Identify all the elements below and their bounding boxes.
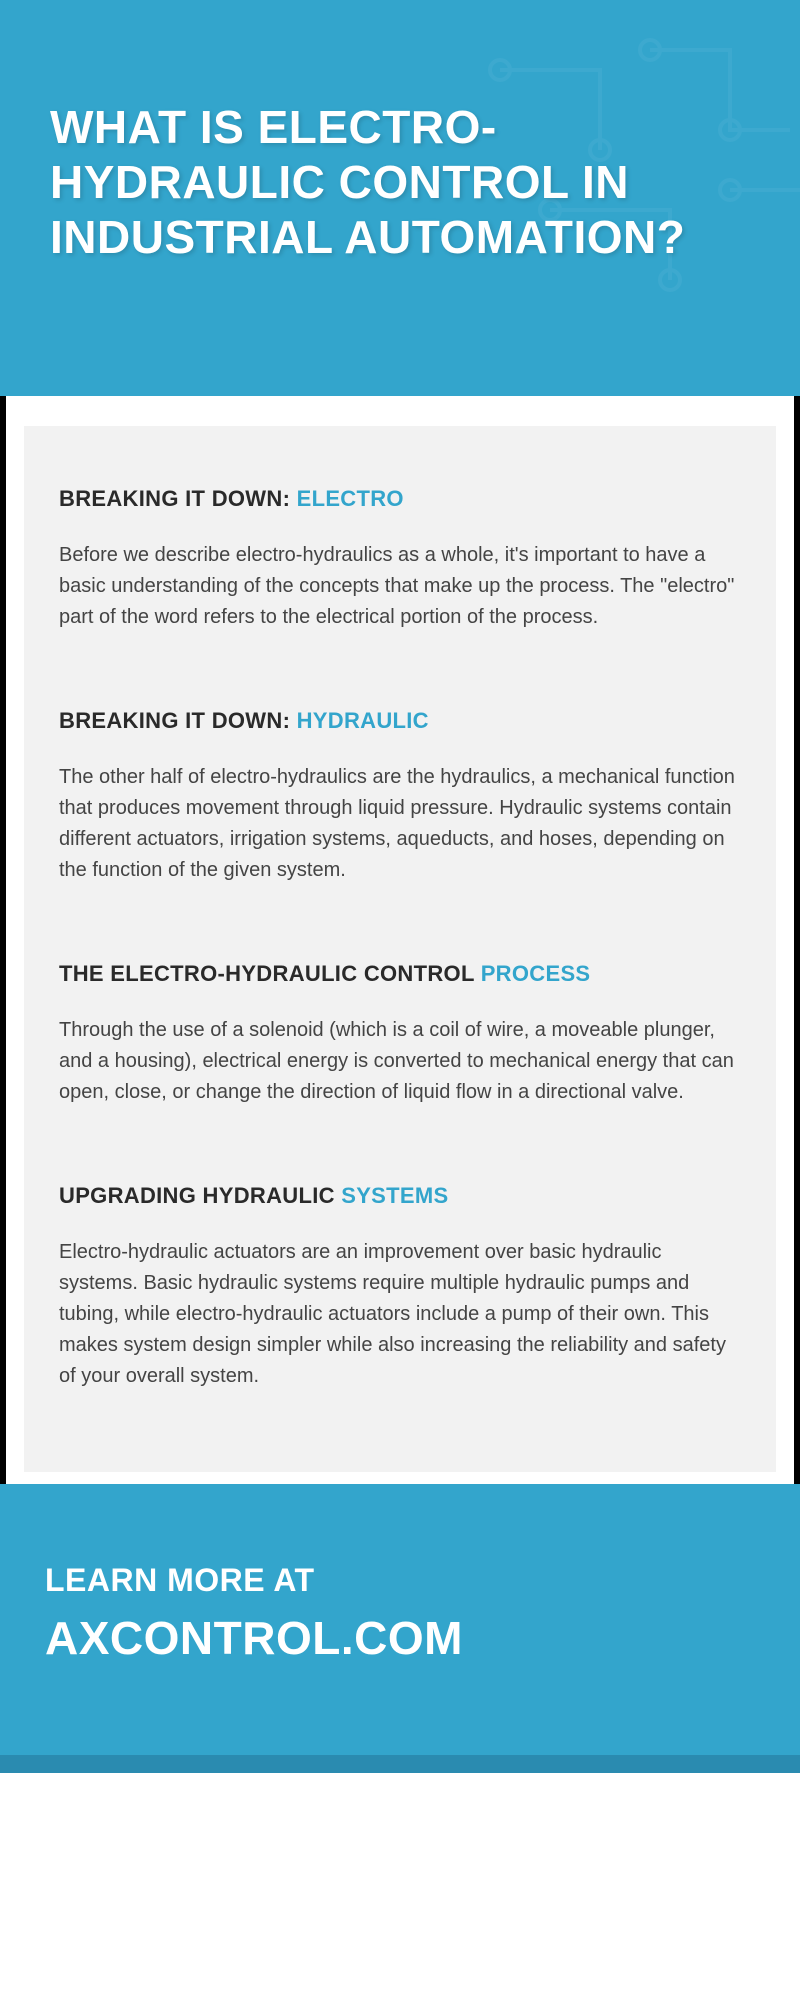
heading-highlight: SYSTEMS (341, 1183, 448, 1208)
section-electro: BREAKING IT DOWN: ELECTRO Before we desc… (59, 486, 741, 633)
section-body: Through the use of a solenoid (which is … (59, 1015, 741, 1108)
heading-highlight: PROCESS (481, 961, 591, 986)
heading-prefix: BREAKING IT DOWN: (59, 486, 297, 511)
section-body: Electro-hydraulic actuators are an impro… (59, 1237, 741, 1392)
heading-prefix: UPGRADING HYDRAULIC (59, 1183, 341, 1208)
section-heading: BREAKING IT DOWN: HYDRAULIC (59, 708, 741, 734)
header-banner: WHAT IS ELECTRO-HYDRAULIC CONTROL IN IND… (0, 0, 800, 396)
section-heading: THE ELECTRO-HYDRAULIC CONTROL PROCESS (59, 961, 741, 987)
page-title: WHAT IS ELECTRO-HYDRAULIC CONTROL IN IND… (50, 100, 750, 266)
section-heading: UPGRADING HYDRAULIC SYSTEMS (59, 1183, 741, 1209)
footer-banner: LEARN MORE AT AXCONTROL.COM (0, 1502, 800, 1773)
heading-highlight: ELECTRO (297, 486, 404, 511)
section-body: Before we describe electro-hydraulics as… (59, 540, 741, 633)
heading-prefix: BREAKING IT DOWN: (59, 708, 297, 733)
heading-highlight: HYDRAULIC (297, 708, 429, 733)
heading-prefix: THE ELECTRO-HYDRAULIC CONTROL (59, 961, 481, 986)
section-body: The other half of electro-hydraulics are… (59, 762, 741, 886)
section-heading: BREAKING IT DOWN: ELECTRO (59, 486, 741, 512)
content-wrapper: BREAKING IT DOWN: ELECTRO Before we desc… (0, 396, 800, 1502)
footer-url: AXCONTROL.COM (45, 1611, 755, 1665)
section-upgrading: UPGRADING HYDRAULIC SYSTEMS Electro-hydr… (59, 1183, 741, 1392)
content-inner: BREAKING IT DOWN: ELECTRO Before we desc… (24, 426, 776, 1472)
footer-cta-text: LEARN MORE AT (45, 1562, 755, 1599)
section-process: THE ELECTRO-HYDRAULIC CONTROL PROCESS Th… (59, 961, 741, 1108)
section-hydraulic: BREAKING IT DOWN: HYDRAULIC The other ha… (59, 708, 741, 886)
